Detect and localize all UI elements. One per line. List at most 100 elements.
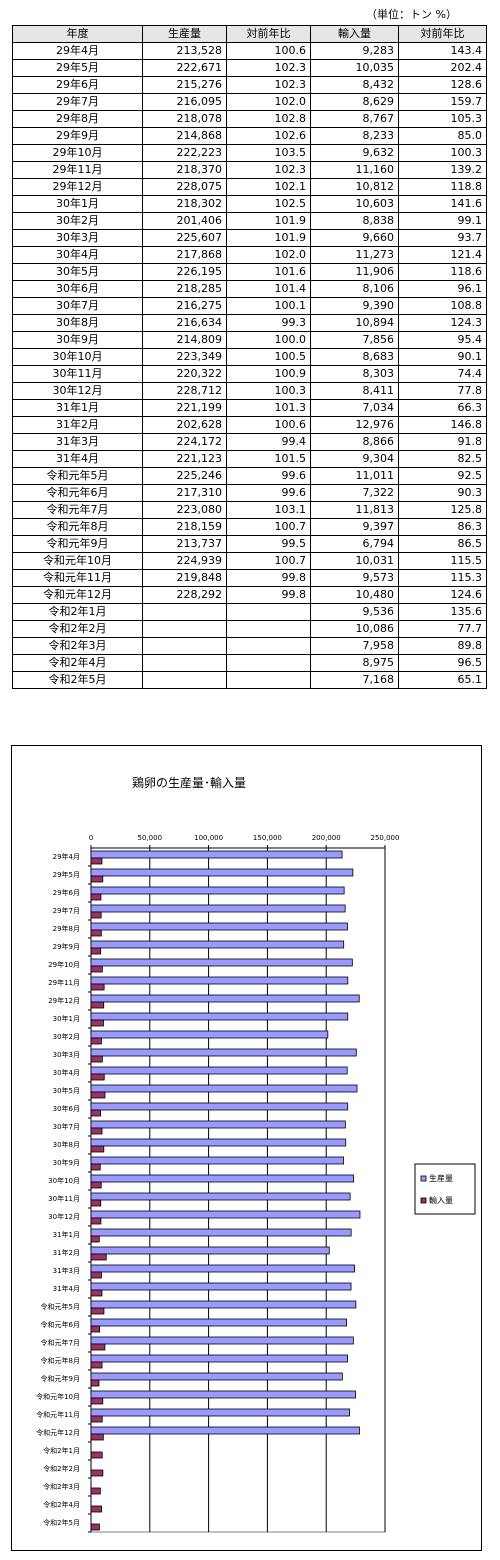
cell-imports-yoy: 96.5	[398, 654, 487, 672]
cell-imports: 10,894	[310, 314, 399, 332]
cell-production	[142, 620, 227, 638]
y-category-label: 29年7月	[53, 906, 80, 915]
cell-production-yoy: 100.9	[226, 365, 311, 383]
cell-imports-yoy: 115.3	[398, 569, 487, 587]
cell-period: 31年4月	[12, 450, 143, 468]
header-production-yoy: 対前年比	[226, 25, 311, 43]
cell-imports: 7,958	[310, 637, 399, 655]
cell-imports: 10,031	[310, 552, 399, 570]
cell-period: 令和元年6月	[12, 484, 143, 502]
cell-production-yoy: 103.5	[226, 144, 311, 162]
cell-production: 218,370	[142, 161, 227, 179]
table-row: 29年10月 222,223 103.5 9,632 100.3	[12, 144, 487, 162]
table-row: 31年4月 221,123 101.5 9,304 82.5	[12, 450, 487, 468]
cell-production: 216,095	[142, 93, 227, 111]
y-category-label: 30年10月	[48, 1176, 80, 1185]
bar-production	[90, 1120, 346, 1129]
cell-production: 214,868	[142, 127, 227, 145]
bar-imports	[90, 1199, 102, 1207]
cell-production	[142, 671, 227, 689]
cell-production-yoy: 102.1	[226, 178, 311, 196]
cell-imports-yoy: 93.7	[398, 229, 487, 247]
header-period: 年度	[12, 25, 143, 43]
bar-imports	[90, 1109, 101, 1117]
y-category-label: 令和元年12月	[36, 1428, 80, 1437]
cell-production: 219,848	[142, 569, 227, 587]
table-row: 令和元年6月 217,310 99.6 7,322 90.3	[12, 484, 487, 502]
cell-imports-yoy: 125.8	[398, 501, 487, 519]
bar-imports	[90, 1037, 102, 1045]
y-category-label: 29年6月	[53, 888, 80, 897]
cell-period: 令和2年4月	[12, 654, 143, 672]
cell-imports: 7,168	[310, 671, 399, 689]
cell-imports: 8,106	[310, 280, 399, 298]
cell-production-yoy: 102.6	[226, 127, 311, 145]
cell-imports: 7,856	[310, 331, 399, 349]
cell-imports-yoy: 90.1	[398, 348, 487, 366]
bar-production	[90, 922, 348, 931]
cell-imports-yoy: 65.1	[398, 671, 487, 689]
cell-imports: 8,683	[310, 348, 399, 366]
y-category-label: 29年10月	[48, 960, 80, 969]
cell-imports: 11,813	[310, 501, 399, 519]
table-row: 令和元年10月 224,939 100.7 10,031 115.5	[12, 552, 487, 570]
cell-production: 223,080	[142, 501, 227, 519]
y-category-label: 30年3月	[53, 1050, 80, 1059]
cell-production: 226,195	[142, 263, 227, 281]
cell-production-yoy: 101.6	[226, 263, 311, 281]
y-category-label: 29年9月	[53, 942, 80, 951]
table-row: 31年3月 224,172 99.4 8,866 91.8	[12, 433, 487, 451]
bar-production	[90, 958, 353, 967]
cell-period: 令和2年1月	[12, 603, 143, 621]
bar-production	[90, 886, 345, 895]
cell-production-yoy: 101.5	[226, 450, 311, 468]
y-category-label: 31年4月	[53, 1284, 80, 1293]
y-category-label: 30年12月	[48, 1212, 80, 1221]
bar-imports	[90, 1379, 100, 1387]
cell-period: 令和2年3月	[12, 637, 143, 655]
cell-period: 30年1月	[12, 195, 143, 213]
cell-imports: 10,035	[310, 59, 399, 77]
cell-imports: 10,086	[310, 620, 399, 638]
table-row: 29年9月 214,868 102.6 8,233 85.0	[12, 127, 487, 145]
bar-imports	[90, 1469, 104, 1477]
cell-production: 228,292	[142, 586, 227, 604]
bar-production	[90, 904, 346, 913]
table-row: 30年6月 218,285 101.4 8,106 96.1	[12, 280, 487, 298]
bar-imports	[90, 929, 102, 937]
cell-imports: 11,160	[310, 161, 399, 179]
bar-imports	[90, 1451, 103, 1459]
header-imports: 輸入量	[310, 25, 399, 43]
cell-period: 30年9月	[12, 331, 143, 349]
bar-imports	[90, 857, 103, 865]
bar-imports	[90, 1487, 101, 1495]
cell-production: 201,406	[142, 212, 227, 230]
cell-imports: 8,411	[310, 382, 399, 400]
cell-production-yoy: 99.8	[226, 569, 311, 587]
legend-swatch	[420, 1175, 427, 1182]
cell-production: 225,607	[142, 229, 227, 247]
bar-production	[90, 868, 354, 877]
table-row: 30年5月 226,195 101.6 11,906 118.6	[12, 263, 487, 281]
table-header-row: 年度 生産量 対前年比 輸入量 対前年比	[12, 25, 487, 43]
bar-imports	[90, 1523, 100, 1531]
cell-imports-yoy: 135.6	[398, 603, 487, 621]
y-category-label: 30年7月	[53, 1122, 80, 1131]
table-row: 29年5月 222,671 102.3 10,035 202.4	[12, 59, 487, 77]
cell-period: 29年9月	[12, 127, 143, 145]
bar-production	[90, 1048, 357, 1057]
cell-production: 213,737	[142, 535, 227, 553]
table-row: 30年3月 225,607 101.9 9,660 93.7	[12, 229, 487, 247]
cell-production: 216,634	[142, 314, 227, 332]
cell-production-yoy	[226, 637, 311, 655]
y-category-label: 令和2年2月	[43, 1464, 80, 1473]
table-row: 29年7月 216,095 102.0 8,629 159.7	[12, 93, 487, 111]
cell-period: 令和元年5月	[12, 467, 143, 485]
cell-production-yoy: 101.3	[226, 399, 311, 417]
cell-period: 30年10月	[12, 348, 143, 366]
bar-production	[90, 1372, 343, 1381]
cell-production-yoy: 101.9	[226, 229, 311, 247]
cell-production-yoy: 101.4	[226, 280, 311, 298]
y-category-label: 30年1月	[53, 1014, 80, 1023]
cell-production: 215,276	[142, 76, 227, 94]
